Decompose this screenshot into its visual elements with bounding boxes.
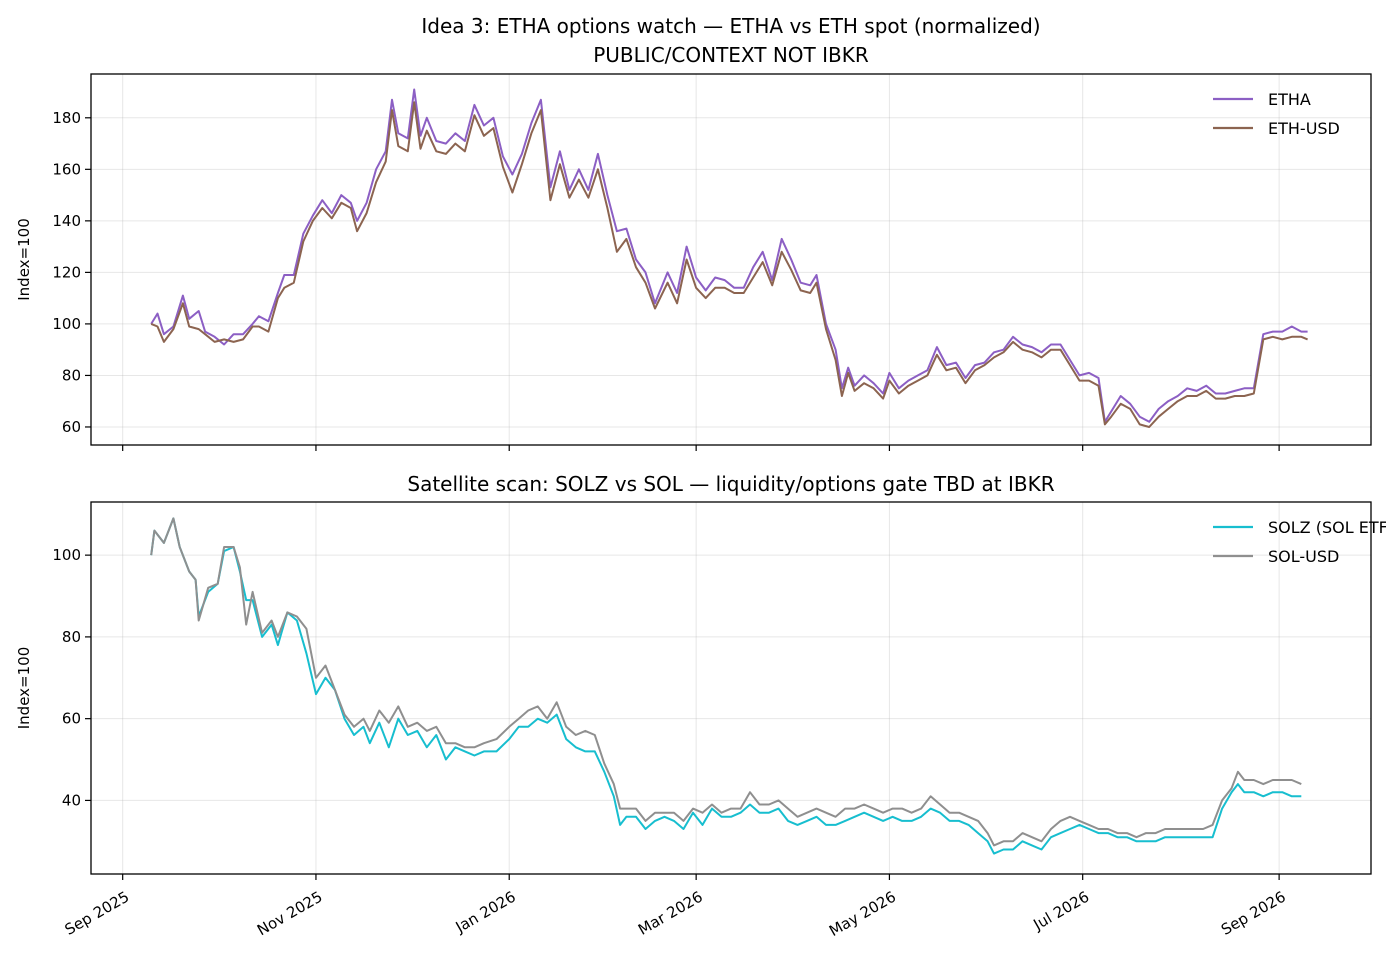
bottom-plot-area: 40 60 80 100 Sep 2025 Nov 2025 Jan 2026 Mar 202… xyxy=(15,501,1386,941)
legend-label: SOLZ (SOL ETF) xyxy=(1268,518,1386,537)
axes-frame xyxy=(90,73,1372,446)
y-tick-label: 60 xyxy=(62,418,81,436)
series-line-solz-sol-etf xyxy=(150,517,1302,855)
y-tick-label: 160 xyxy=(52,160,81,178)
bottom-chart-title: Satellite scan: SOLZ vs SOL — liquidity/… xyxy=(407,472,1054,496)
axes-frame xyxy=(90,501,1372,875)
y-tick-label: 100 xyxy=(52,546,81,564)
series-line-etha xyxy=(150,88,1308,423)
series-line-sol-usd xyxy=(150,517,1302,847)
legend-label: ETH-USD xyxy=(1268,119,1340,138)
x-tick-label: May 2026 xyxy=(826,888,899,941)
y-tick-label: 120 xyxy=(52,263,81,281)
y-tick-label: 140 xyxy=(52,212,81,230)
y-tick-label: 40 xyxy=(62,791,81,809)
x-tick-label: Sep 2026 xyxy=(1218,888,1289,939)
series-line-eth-usd xyxy=(150,101,1308,428)
legend-label: ETHA xyxy=(1268,90,1311,109)
y-tick-label: 100 xyxy=(52,315,81,333)
y-axis-label: Index=100 xyxy=(15,647,33,730)
x-tick-label: Nov 2025 xyxy=(254,888,326,940)
x-tick-label: Mar 2026 xyxy=(635,888,706,939)
y-tick-label: 80 xyxy=(62,628,81,646)
top-plot-area: 60 80 100 120 140 160 180 Index=100 ETHA ETH-USD xyxy=(15,73,1372,451)
y-tick-label: 80 xyxy=(62,366,81,384)
y-tick-label: 60 xyxy=(62,710,81,728)
x-tick-label: Jul 2026 xyxy=(1030,888,1093,935)
legend-label: SOL-USD xyxy=(1268,547,1339,566)
y-axis-label: Index=100 xyxy=(15,218,33,301)
x-tick-label: Sep 2025 xyxy=(62,888,133,939)
x-tick-label: Jan 2026 xyxy=(452,888,519,937)
top-chart-subtitle: PUBLIC/CONTEXT NOT IBKR xyxy=(593,43,869,67)
top-chart-title: Idea 3: ETHA options watch — ETHA vs ETH… xyxy=(421,14,1040,38)
y-tick-label: 180 xyxy=(52,109,81,127)
